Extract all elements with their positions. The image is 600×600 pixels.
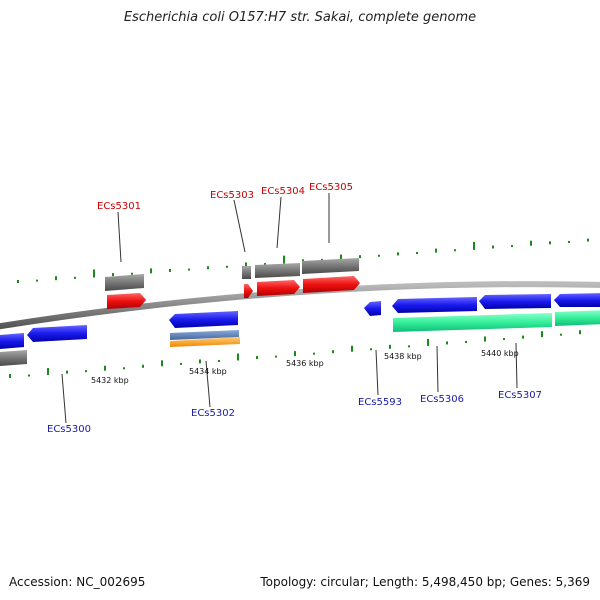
label-leaders (61, 193, 518, 424)
reverse-cds-track (0, 293, 600, 349)
cds-arrow (169, 311, 238, 328)
misc-feature (170, 330, 239, 340)
scale-label: 5432 kbp (91, 376, 129, 385)
gc-content-track (9, 238, 589, 378)
genome-title: Escherichia coli O157:H7 str. Sakai, com… (123, 10, 477, 25)
gene-label-ecs5307: ECs5307 (498, 390, 542, 401)
gene-label-ecs5304: ECs5304 (261, 186, 305, 197)
gene-feature (105, 274, 144, 291)
rna-feature (393, 313, 552, 332)
cds-arrow (479, 294, 551, 309)
scale-label: 5438 kbp (384, 352, 422, 361)
gene-track (0, 258, 359, 366)
gene-feature (302, 258, 359, 274)
genome-backbone (0, 281, 600, 330)
genome-info-text: Topology: circular; Length: 5,498,450 bp… (260, 575, 590, 589)
gene-feature (255, 263, 300, 278)
teal-feature-track (393, 310, 600, 332)
gene-label-ecs5303: ECs5303 (210, 190, 254, 201)
scale-label: 5440 kbp (481, 349, 519, 358)
cds-arrow (107, 293, 146, 309)
scale-label: 5434 kbp (189, 367, 227, 376)
cds-arrow (364, 301, 381, 316)
accession-text: Accession: NC_002695 (9, 575, 146, 589)
gene-label-ecs5302: ECs5302 (191, 408, 235, 419)
gene-feature (242, 266, 251, 279)
gene-label-ecs5300: ECs5300 (47, 424, 91, 435)
misc-feature (170, 337, 240, 347)
rna-feature (555, 310, 600, 326)
cds-arrow (554, 293, 600, 307)
gene-label-ecs5593: ECs5593 (358, 397, 402, 408)
forward-cds-track (107, 276, 360, 309)
gene-label-ecs5305: ECs5305 (309, 182, 353, 193)
gene-label-ecs5301: ECs5301 (97, 201, 141, 212)
cds-arrow (392, 297, 477, 313)
cds-arrow (244, 284, 253, 298)
cds-arrow (27, 325, 87, 342)
cds-arrow (257, 280, 300, 296)
cds-arrow (0, 333, 24, 349)
gene-feature (0, 350, 27, 366)
scale-label: 5436 kbp (286, 359, 324, 368)
cds-arrow (303, 276, 360, 293)
gene-label-ecs5306: ECs5306 (420, 394, 464, 405)
